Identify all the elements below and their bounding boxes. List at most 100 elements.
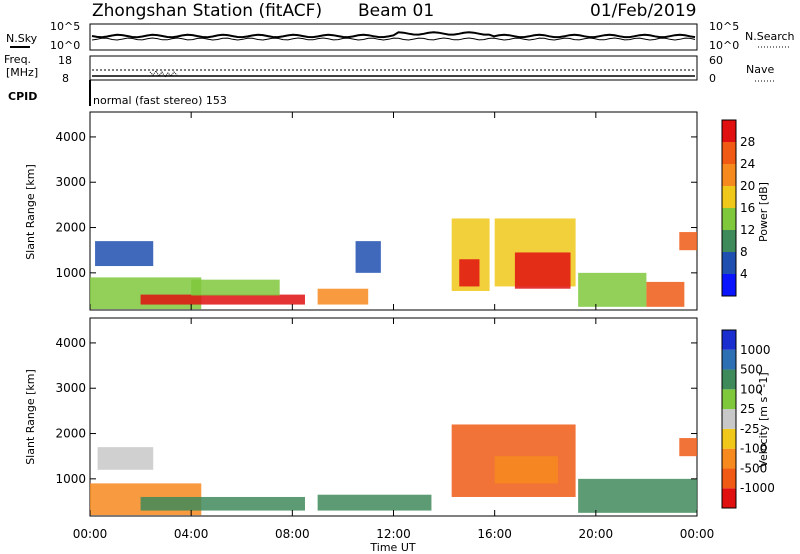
y-tick-label: 4000: [55, 130, 86, 144]
freq-unit-label: [MHz]: [6, 66, 38, 79]
x-tick-label: 00:00: [73, 527, 108, 541]
noise-search-label: N.Search: [745, 30, 795, 43]
data-region: [459, 259, 480, 287]
data-region: [679, 438, 697, 457]
noise-panel-frame: [89, 23, 698, 51]
power-axes: 1000 2000 3000 4000: [55, 112, 698, 310]
colorbar-swatch: [722, 488, 736, 508]
noise-left-scale-top: 10^5: [50, 20, 80, 33]
colorbar-swatch: [722, 330, 736, 350]
x-axis-ticks: 00:00 04:00 08:00 12:00 16:00 20:00 00:00: [73, 527, 715, 541]
data-region: [317, 494, 432, 511]
power-ylabel: Slant Range [km]: [24, 164, 37, 260]
colorbar-tick-label: 25: [740, 402, 755, 416]
power-colorbar: 4 8 12 16 20 24 28: [721, 119, 755, 297]
colorbar-swatch: [722, 120, 736, 142]
colorbar-swatch: [722, 468, 736, 489]
noise-left-scale-bottom: 10^0: [50, 39, 80, 52]
colorbar-swatch: [722, 252, 736, 274]
y-tick-label: 2000: [55, 221, 86, 235]
colorbar-swatch: [722, 142, 736, 164]
nave-tick-top: 60: [709, 54, 723, 67]
beam-label: Beam 01: [358, 1, 434, 21]
data-region: [317, 288, 369, 305]
freq-tick-top: 18: [58, 54, 72, 67]
data-region: [95, 241, 154, 267]
data-region: [191, 279, 280, 296]
x-tick-label: 20:00: [579, 527, 614, 541]
data-region: [646, 281, 685, 307]
velocity-data: [90, 424, 697, 516]
cpid-label: CPID: [8, 90, 37, 103]
colorbar-frame: [721, 329, 737, 509]
colorbar-tick-label: 500: [740, 363, 763, 377]
velocity-ylabel: Slant Range [km]: [24, 369, 37, 465]
x-axis-label: Time UT: [369, 541, 415, 554]
colorbar-tick-label: 100: [740, 382, 763, 396]
data-region: [355, 241, 381, 273]
colorbar-frame: [721, 119, 737, 297]
nave-label: Nave: [746, 63, 774, 76]
freq-jitter: [149, 70, 178, 78]
colorbar-swatch: [722, 349, 736, 370]
colorbar-tick-label: 12: [740, 223, 755, 237]
noise-sky-label: N.Sky: [6, 32, 38, 45]
colorbar-swatch: [722, 274, 736, 296]
freq-tick-bottom: 8: [62, 72, 69, 85]
freq-panel-frame: [89, 55, 698, 81]
colorbar-tick-label: -25: [740, 422, 760, 436]
velocity-axes: 1000 2000 3000 4000: [55, 318, 698, 516]
y-tick-label: 1000: [55, 472, 86, 486]
colorbar-tick-label: -500: [740, 461, 767, 475]
y-tick-label: 3000: [55, 175, 86, 189]
date-label: 01/Feb/2019: [590, 1, 696, 21]
data-region: [679, 232, 697, 251]
velocity-colorbar: 1000 500 100 25 -25 -100 -500 -1000: [721, 329, 775, 509]
colorbar-tick-label: 16: [740, 201, 755, 215]
freq-label: Freq.: [4, 53, 31, 66]
colorbar-tick-label: 20: [740, 179, 755, 193]
power-colorbar-label: Power [dB]: [757, 182, 770, 242]
data-region: [514, 252, 571, 289]
data-region: [578, 272, 647, 307]
colorbar-swatch: [722, 186, 736, 208]
y-tick-label: 2000: [55, 427, 86, 441]
x-tick-label: 08:00: [275, 527, 310, 541]
cpid-text: normal (fast stereo) 153: [93, 94, 227, 107]
data-region: [140, 294, 305, 305]
colorbar-tick-label: 8: [740, 245, 748, 259]
colorbar-tick-label: 24: [740, 157, 755, 171]
velocity-colorbar-label: Velocity [m s^-1]: [757, 372, 770, 467]
colorbar-tick-label: -1000: [740, 481, 775, 495]
x-tick-label: 04:00: [174, 527, 209, 541]
y-tick-label: 4000: [55, 336, 86, 350]
colorbar-swatch: [722, 230, 736, 252]
x-tick-label: 00:00: [680, 527, 715, 541]
data-region: [140, 496, 305, 511]
noise-search-trace: [91, 37, 696, 41]
colorbar-swatch: [722, 389, 736, 410]
nave-tick-bottom: 0: [709, 72, 716, 85]
x-tick-label: 16:00: [477, 527, 512, 541]
noise-right-scale-bottom: 10^0: [709, 39, 739, 52]
data-region: [494, 456, 558, 484]
colorbar-swatch: [722, 369, 736, 390]
colorbar-tick-label: 4: [740, 267, 748, 281]
colorbar-swatch: [722, 448, 736, 469]
y-tick-label: 3000: [55, 381, 86, 395]
station-title: Zhongshan Station (fitACF): [92, 1, 322, 21]
noise-right-scale-top: 10^5: [709, 20, 739, 33]
colorbar-tick-label: -100: [740, 442, 767, 456]
noise-sky-trace: [91, 31, 696, 39]
colorbar-tick-label: 1000: [740, 343, 771, 357]
colorbar-swatch: [722, 428, 736, 449]
colorbar-swatch: [722, 164, 736, 186]
colorbar-swatch: [722, 208, 736, 230]
data-region: [97, 447, 154, 470]
colorbar-tick-label: 28: [740, 135, 755, 149]
power-data: [90, 218, 697, 310]
x-tick-label: 12:00: [376, 527, 411, 541]
data-region: [578, 478, 697, 513]
colorbar-swatch: [722, 409, 736, 429]
